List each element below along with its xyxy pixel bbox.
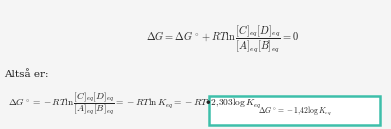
FancyBboxPatch shape [209, 96, 380, 125]
Text: $\Delta G^\circ = -RT\ln\dfrac{[C]_{eq}[D]_{eq}}{[A]_{eq}[B]_{eq}} = -RT\ln K_{e: $\Delta G^\circ = -RT\ln\dfrac{[C]_{eq}[… [8, 90, 262, 117]
Text: Altså er:: Altså er: [4, 70, 48, 79]
Text: $\Delta G^\circ = -1{,}42\log K_{eq}$: $\Delta G^\circ = -1{,}42\log K_{eq}$ [258, 104, 332, 117]
Text: $\Delta G = \Delta G^\circ + RT\ln\dfrac{[C]_{eq}[D]_{eq}}{[A]_{eq}[B]_{eq}} = 0: $\Delta G = \Delta G^\circ + RT\ln\dfrac… [147, 23, 299, 54]
